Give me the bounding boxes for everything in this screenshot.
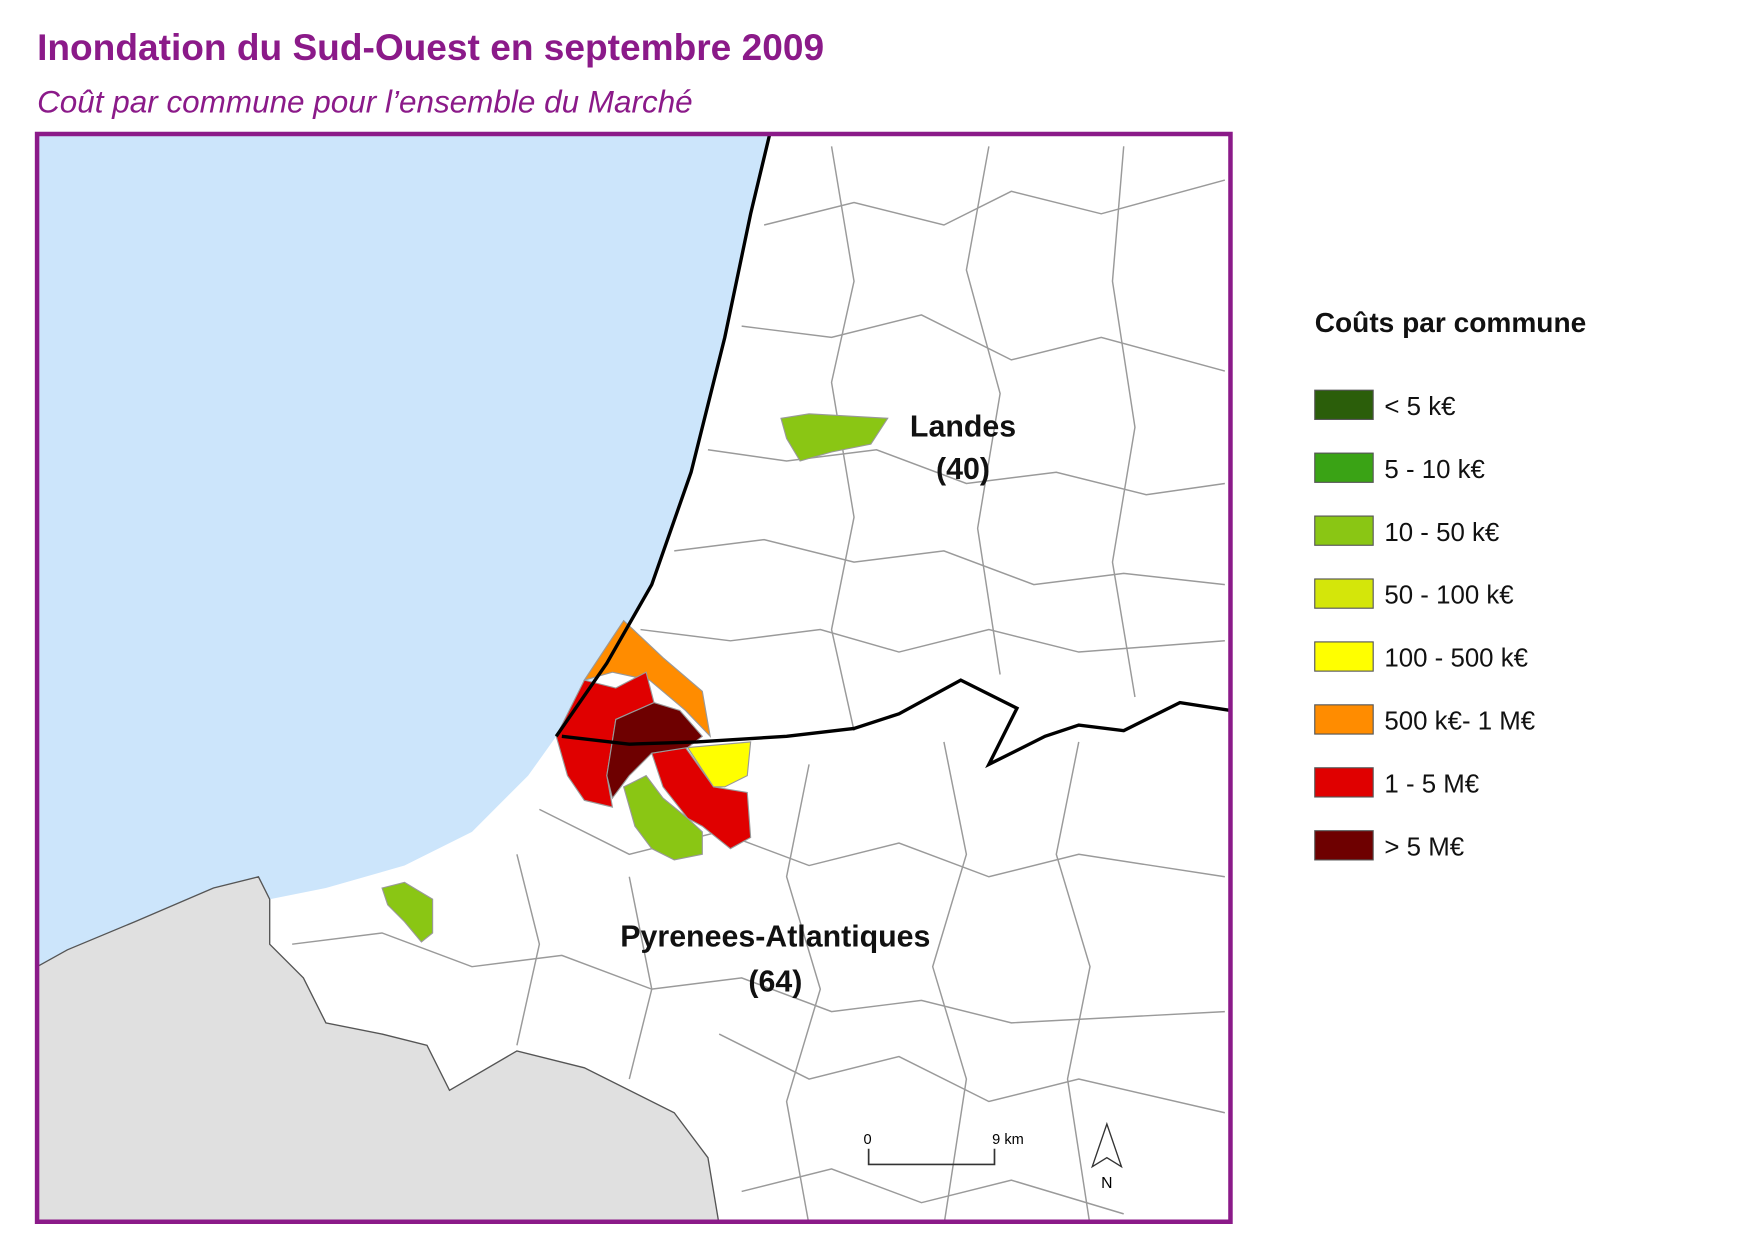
legend-swatch [1314,830,1374,861]
map-frame [34,131,1233,1224]
legend-label: 10 - 50 k€ [1384,519,1499,547]
legend-label: < 5 k€ [1384,393,1455,421]
commune [606,701,704,800]
department-border [561,678,1231,769]
map: Landes (40) Pyrenees-Atlantiques (64) 0 … [34,131,1233,1224]
scale-label: 0 [863,1132,871,1148]
region-label: (64) [748,965,802,998]
legend-swatch [1314,578,1374,609]
legend-label: 100 - 500 k€ [1384,645,1528,673]
legend-label: 5 - 10 k€ [1384,456,1485,484]
title: Inondation du Sud-Ouest en septembre 200… [37,26,824,68]
commune [381,881,434,943]
legend-label: 1 - 5 M€ [1384,770,1479,798]
commune [651,746,752,850]
commune-borders [292,146,1226,1222]
region-label: Pyrenees-Atlantiques [620,920,930,953]
spain [37,875,720,1222]
north-label: N [1101,1175,1112,1192]
region-label: (40) [936,453,990,486]
commune [686,741,752,788]
scale-bar: 0 9 km [863,1132,1024,1166]
legend-label: 500 k€- 1 M€ [1384,708,1535,736]
north-arrow: N [1091,1121,1123,1192]
sea [37,133,770,967]
legend-label: 50 - 100 k€ [1384,582,1513,610]
subtitle: Coût par commune pour l’ensemble du Marc… [37,85,693,120]
commune [622,774,703,861]
commune [780,413,889,462]
region-label: Landes [910,410,1016,443]
legend-swatch [1314,641,1374,672]
legend-label: > 5 M€ [1384,833,1464,861]
legend-swatch [1314,389,1374,420]
legend: Coûts par commune < 5 k€ 5 - 10 k€ 10 - 50… [1314,307,1586,861]
legend-swatch [1314,452,1374,483]
legend-swatch [1314,704,1374,735]
scale-label: 9 km [992,1132,1024,1148]
legend-title: Coûts par commune [1315,307,1586,338]
coastline [554,133,772,738]
legend-swatch [1314,515,1374,546]
legend-swatch [1314,767,1374,798]
